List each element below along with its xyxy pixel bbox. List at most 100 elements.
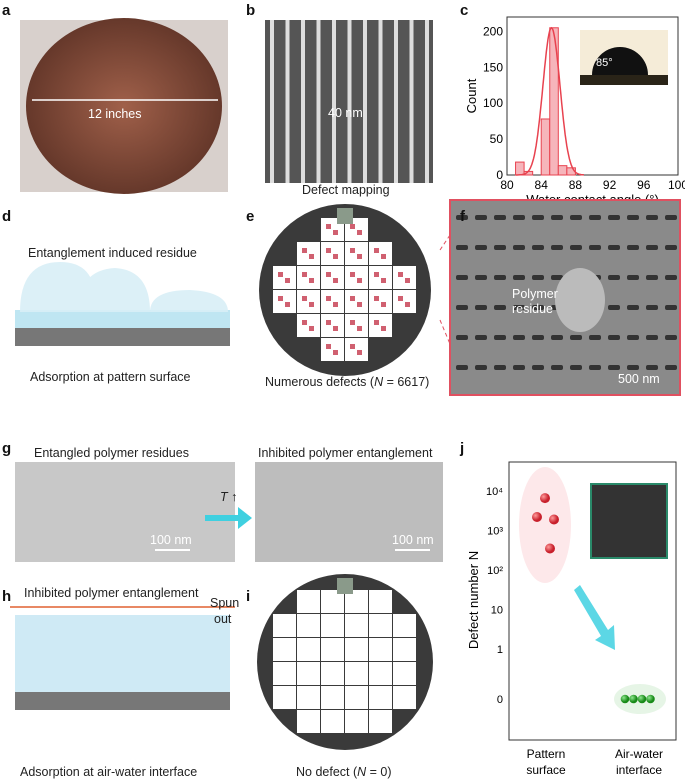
die xyxy=(369,710,392,733)
die xyxy=(297,266,320,289)
y-tick-label: 10 xyxy=(491,605,503,617)
defect-mark xyxy=(381,254,386,259)
gaussian-fit-line xyxy=(515,26,584,176)
defect-mark xyxy=(309,302,314,307)
defect-mark xyxy=(374,248,379,253)
trench xyxy=(475,245,487,250)
trench xyxy=(494,335,506,340)
trench xyxy=(551,215,563,220)
defect-mark xyxy=(333,326,338,331)
trench xyxy=(665,365,677,370)
die xyxy=(321,290,344,313)
die xyxy=(321,314,344,337)
trench xyxy=(513,305,525,310)
image-title: Inhibited polymer entanglement xyxy=(258,446,433,460)
die xyxy=(369,242,392,265)
x-tick-label: Air-water xyxy=(615,747,663,761)
trench xyxy=(532,275,544,280)
air-water-illustration xyxy=(10,606,235,710)
defect-mark xyxy=(350,224,355,229)
trench xyxy=(551,275,563,280)
sem-line xyxy=(425,20,429,183)
y-tick-label: 150 xyxy=(483,60,503,74)
data-point xyxy=(540,493,550,504)
die xyxy=(345,710,368,733)
defect-mark xyxy=(309,278,314,283)
die xyxy=(273,614,296,637)
y-tick-label: 10⁴ xyxy=(486,486,503,498)
defect-map-wafer xyxy=(259,204,431,376)
defect-mark xyxy=(278,296,283,301)
data-point xyxy=(629,694,638,704)
trench xyxy=(646,365,658,370)
die xyxy=(393,266,416,289)
die xyxy=(369,614,392,637)
caption: Numerous defects (N = 6617) xyxy=(265,375,430,389)
sem-line xyxy=(394,20,398,183)
data-point xyxy=(545,543,555,554)
arrow-icon xyxy=(574,585,615,650)
defect-mark xyxy=(278,272,283,277)
defect-mark xyxy=(357,326,362,331)
trench xyxy=(608,305,620,310)
trench xyxy=(665,335,677,340)
data-point xyxy=(646,694,655,704)
wafer-photo xyxy=(20,18,228,194)
trench xyxy=(551,365,563,370)
trench xyxy=(532,215,544,220)
die xyxy=(297,638,320,661)
y-tick-label: 0 xyxy=(496,168,503,182)
x-tick-label: surface xyxy=(526,763,566,777)
trench xyxy=(475,365,487,370)
die xyxy=(369,290,392,313)
trench xyxy=(475,305,487,310)
notch xyxy=(337,208,353,224)
panel-label: i xyxy=(246,588,251,605)
trench xyxy=(570,215,582,220)
droplet xyxy=(592,47,648,75)
trench xyxy=(627,215,639,220)
trench xyxy=(456,335,468,340)
die xyxy=(321,266,344,289)
panel-label: h xyxy=(2,588,12,605)
trench xyxy=(608,335,620,340)
trench xyxy=(627,335,639,340)
defect-mark xyxy=(381,302,386,307)
x-tick-label: interface xyxy=(616,763,662,777)
defect-mark xyxy=(381,326,386,331)
y-tick-label: 1 xyxy=(497,644,503,656)
sem-line xyxy=(285,20,290,183)
trench xyxy=(551,245,563,250)
die xyxy=(321,710,344,733)
defect-mark xyxy=(350,248,355,253)
trench xyxy=(551,335,563,340)
sem-line xyxy=(270,20,274,183)
trench xyxy=(532,335,544,340)
histogram-bar xyxy=(557,165,568,176)
histogram-chart: 85°8084889296100050100150200Water contac… xyxy=(464,16,685,207)
trench xyxy=(570,335,582,340)
scale-label: 100 nm xyxy=(150,533,192,547)
trench xyxy=(627,275,639,280)
trench xyxy=(456,275,468,280)
residue-label: Entanglement induced residue xyxy=(28,246,197,260)
trench xyxy=(608,275,620,280)
defect-mark xyxy=(309,326,314,331)
sem-line xyxy=(409,20,414,183)
defect-mark xyxy=(333,230,338,235)
trench xyxy=(646,215,658,220)
die xyxy=(297,686,320,709)
data-point xyxy=(620,694,630,704)
die xyxy=(369,662,392,685)
trench xyxy=(494,245,506,250)
histogram-bar xyxy=(540,118,551,176)
sem-line xyxy=(378,20,383,183)
defect-mark xyxy=(326,224,331,229)
defect-mark xyxy=(398,296,403,301)
die xyxy=(297,710,320,733)
die xyxy=(345,314,368,337)
trench xyxy=(494,305,506,310)
trench xyxy=(646,305,658,310)
defect-mark xyxy=(357,254,362,259)
defect-mark xyxy=(405,278,410,283)
